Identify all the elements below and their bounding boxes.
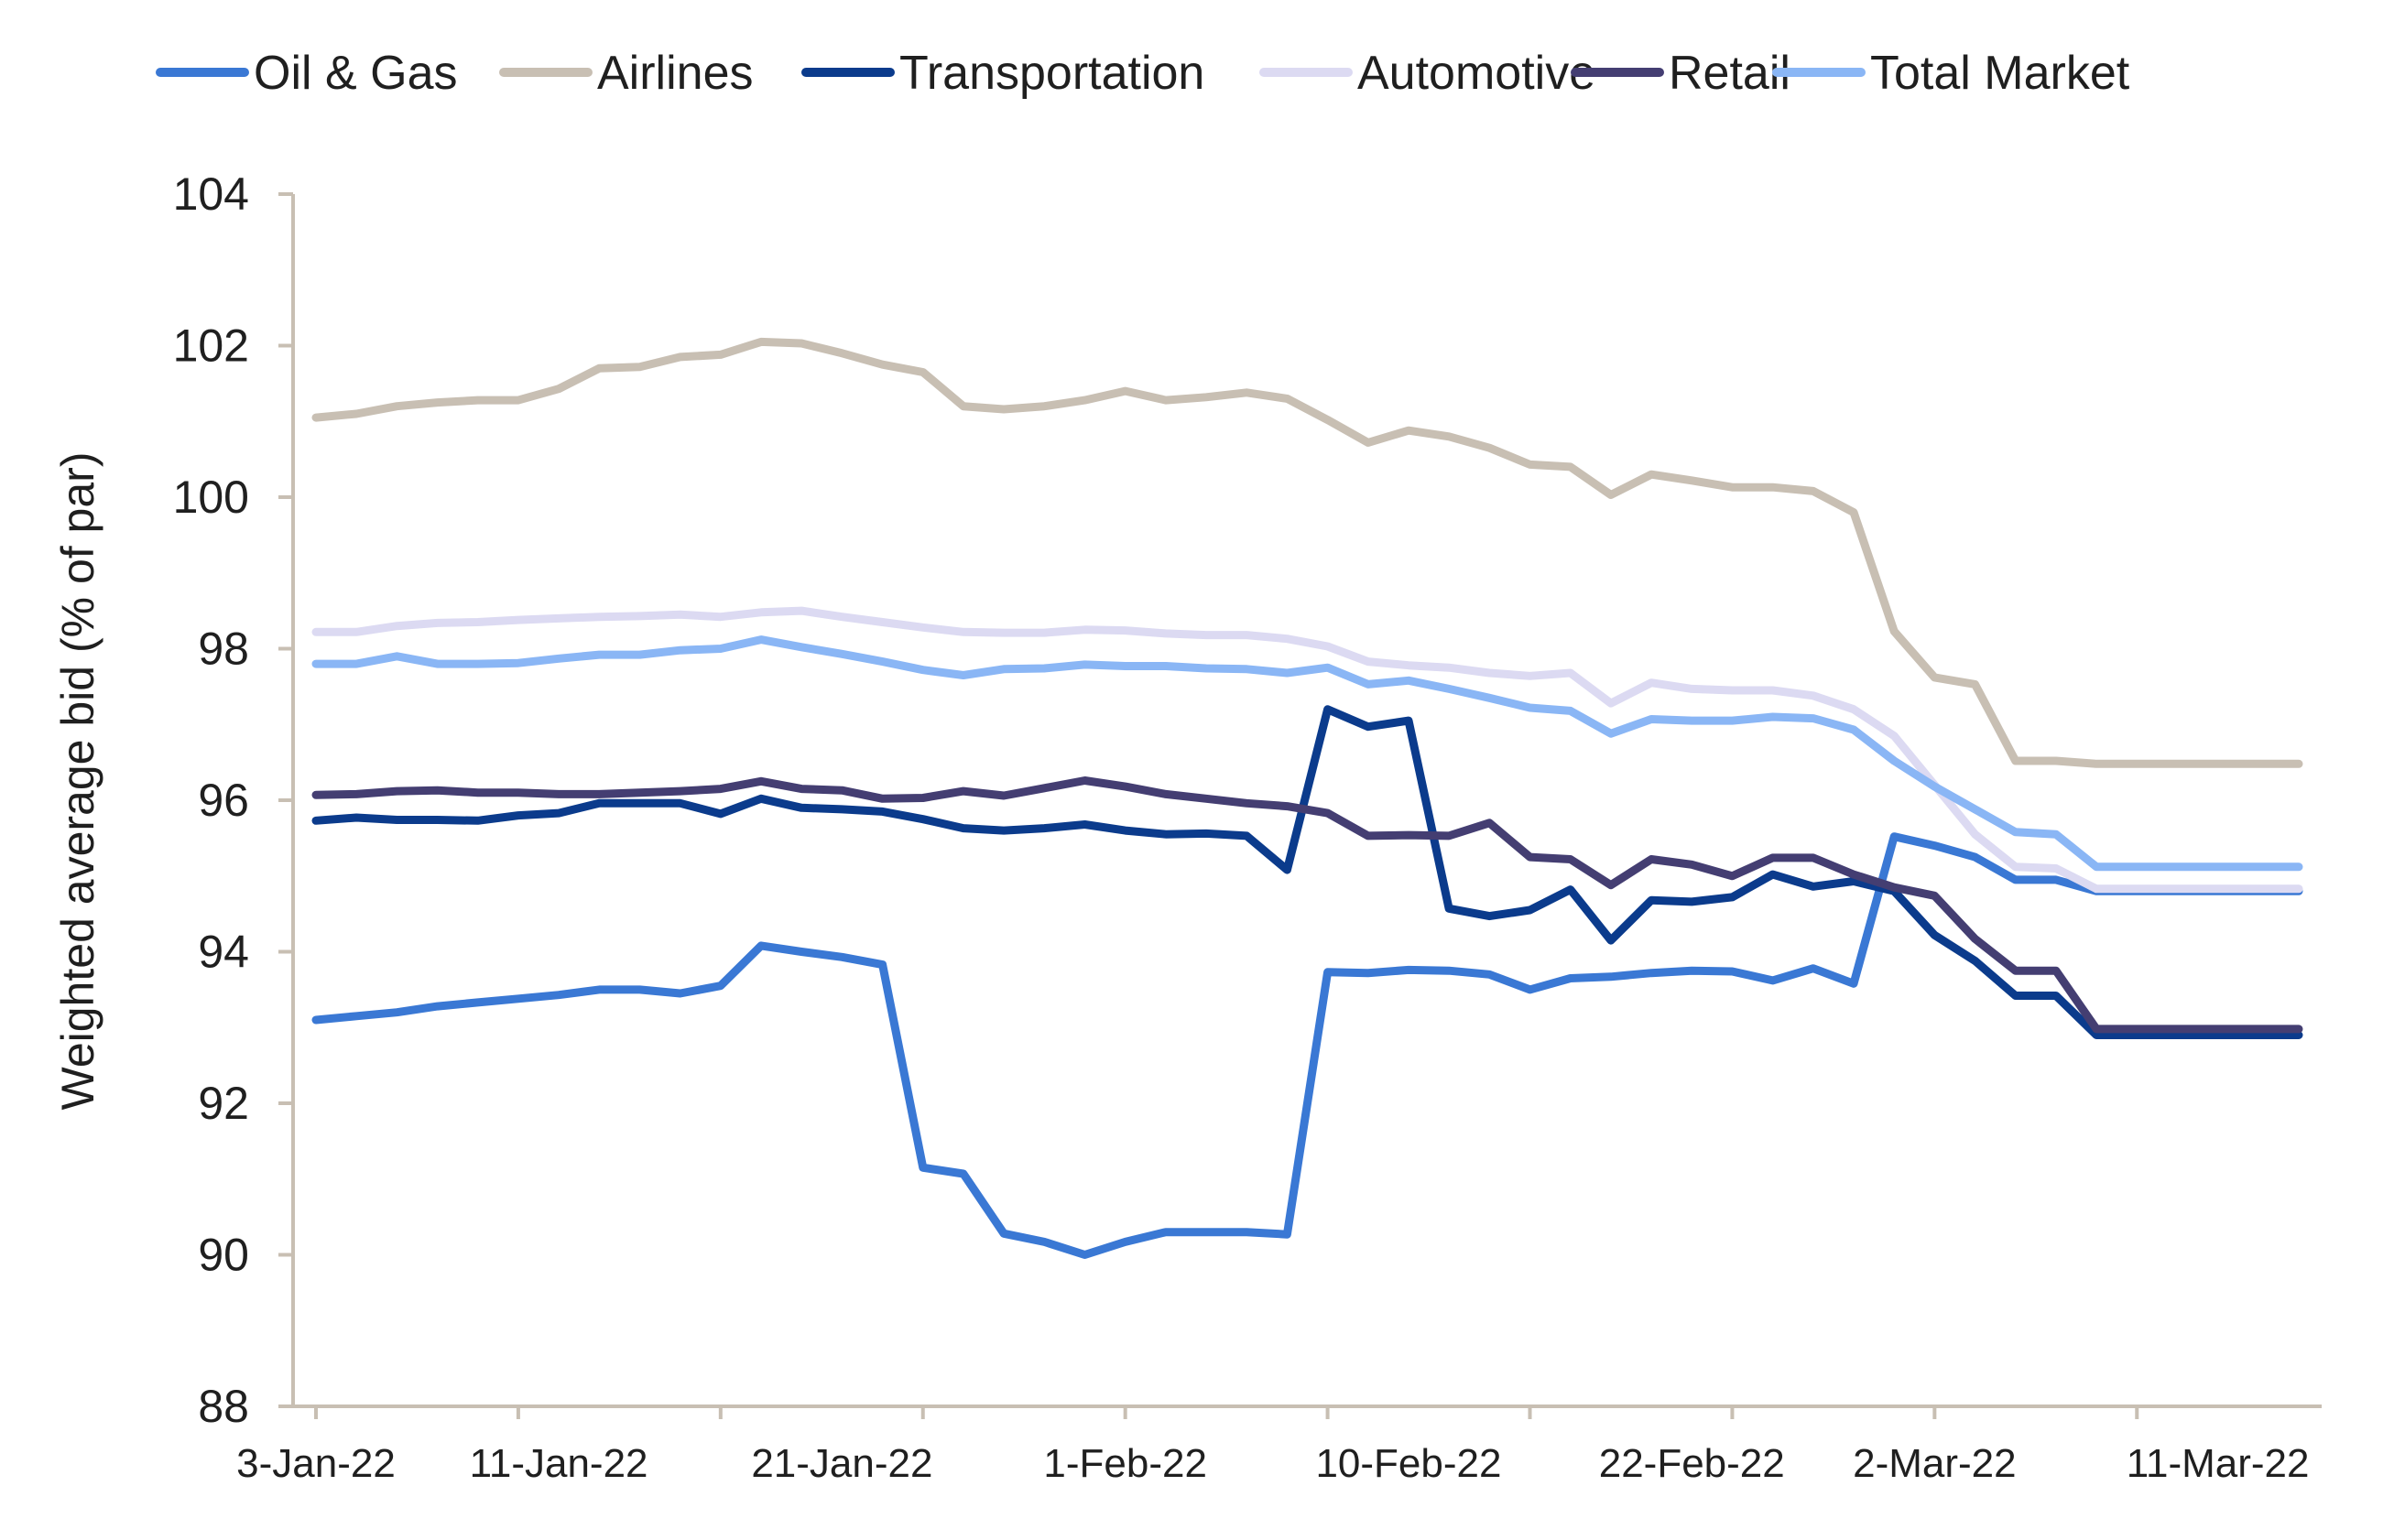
legend-label-automotive: Automotive (1357, 47, 1595, 100)
series-line-transportation (311, 705, 2303, 1039)
y-axis-label: Weighted average bid (% of par) (52, 452, 103, 1111)
series-line-automotive (311, 606, 2303, 894)
legend-label-retail: Retail (1669, 47, 1790, 100)
x-tick-label: 10-Feb-22 (1315, 1441, 1501, 1486)
legend-label-transportation: Transportation (899, 47, 1204, 100)
series-line-oil-and-gas (311, 832, 2303, 1259)
y-tick-label: 102 (173, 320, 249, 372)
x-tick-label: 21-Jan-22 (751, 1441, 932, 1486)
x-tick-label: 1-Feb-22 (1043, 1441, 1207, 1486)
legend-label-oil-and-gas: Oil & Gas (254, 47, 458, 100)
y-tick-label: 96 (198, 775, 249, 826)
x-ticks: 3-Jan-22 11-Jan-22 21-Jan-22 1-Feb-22 10-Feb… (236, 1406, 2309, 1486)
y-tick-label: 100 (173, 472, 249, 523)
series-line-airlines (311, 337, 2303, 768)
x-tick-label: 11-Jan-22 (470, 1441, 648, 1486)
series-line-total-market (311, 635, 2303, 872)
y-tick-label: 90 (198, 1230, 249, 1281)
series-line-retail (311, 776, 2303, 1034)
x-tick-label: 11-Mar-22 (2127, 1441, 2310, 1486)
y-tick-label: 88 (198, 1381, 249, 1432)
y-tick-label: 92 (198, 1078, 249, 1129)
series-lines (311, 337, 2303, 1259)
y-ticks: 88 90 92 94 96 98 100 102 104 (173, 168, 293, 1432)
y-tick-label: 98 (198, 624, 249, 675)
legend: Oil & Gas Airlines Transportation Automotiv… (156, 47, 2130, 100)
y-tick-label: 104 (173, 168, 249, 220)
x-tick-label: 3-Jan-22 (236, 1441, 396, 1486)
x-tick-label: 2-Mar-22 (1853, 1441, 2017, 1486)
legend-label-airlines: Airlines (597, 47, 754, 100)
x-tick-label: 22-Feb-22 (1599, 1441, 1785, 1486)
y-tick-label: 94 (198, 927, 249, 978)
legend-label-total-market: Total Market (1870, 47, 2130, 100)
